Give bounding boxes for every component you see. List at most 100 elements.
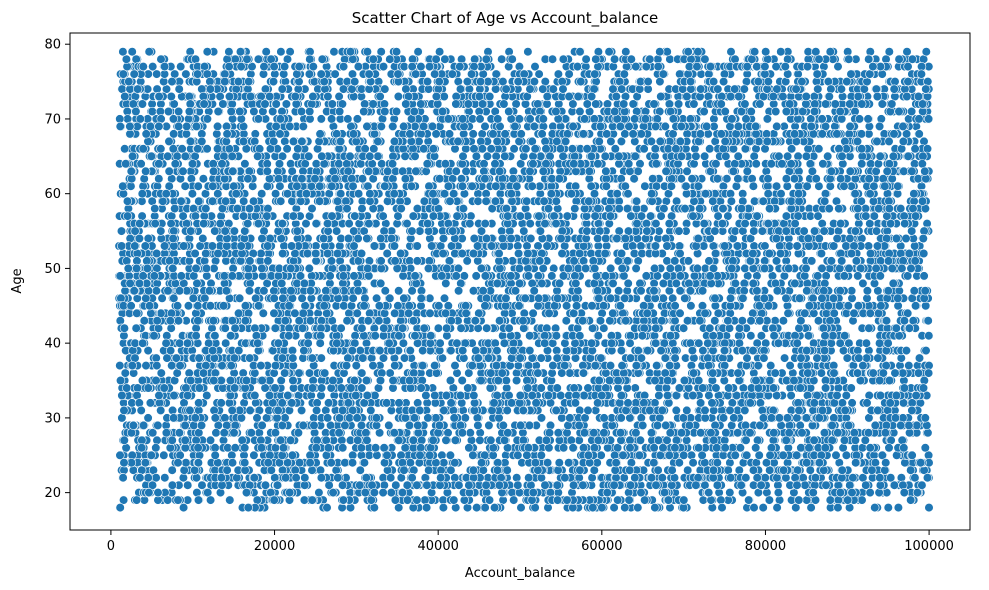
- data-point: [798, 473, 808, 483]
- chart-title: Scatter Chart of Age vs Account_balance: [352, 9, 658, 28]
- data-point: [781, 76, 791, 87]
- data-point: [439, 91, 449, 102]
- data-point: [451, 166, 461, 176]
- data-point: [810, 473, 821, 483]
- data-point: [547, 54, 558, 64]
- data-point: [778, 316, 789, 326]
- data-point: [772, 473, 782, 483]
- data-point: [390, 361, 400, 371]
- data-point: [829, 413, 839, 423]
- data-point: [345, 503, 356, 513]
- data-point: [516, 503, 526, 513]
- data-point: [921, 47, 931, 57]
- data-point: [396, 450, 406, 460]
- data-point: [268, 76, 279, 87]
- data-point: [307, 204, 317, 214]
- data-point: [658, 293, 668, 303]
- data-point: [914, 353, 925, 363]
- data-point: [902, 47, 912, 57]
- data-point: [207, 196, 218, 206]
- data-point: [768, 405, 778, 416]
- data-point: [475, 435, 485, 445]
- data-point: [301, 219, 311, 229]
- data-point: [183, 480, 193, 490]
- data-point: [163, 495, 173, 505]
- data-point: [391, 480, 401, 490]
- data-point: [813, 84, 823, 94]
- data-point: [156, 368, 166, 378]
- data-point: [480, 503, 490, 513]
- data-point: [636, 241, 646, 251]
- data-point: [413, 47, 423, 57]
- data-point: [831, 450, 841, 460]
- data-point: [716, 495, 726, 505]
- data-point: [858, 278, 868, 289]
- data-point: [796, 443, 806, 453]
- data-point: [210, 226, 220, 236]
- data-point: [632, 219, 642, 229]
- data-point: [215, 488, 226, 498]
- data-point: [435, 174, 445, 184]
- data-point: [570, 353, 581, 363]
- data-point: [451, 503, 461, 513]
- data-point: [589, 428, 599, 438]
- data-point: [136, 159, 146, 169]
- data-point: [424, 226, 434, 236]
- data-point: [910, 144, 920, 154]
- data-point: [833, 383, 844, 393]
- data-point: [776, 420, 786, 431]
- data-point: [143, 473, 153, 483]
- data-point: [692, 248, 703, 259]
- data-point: [840, 136, 850, 146]
- data-point: [732, 241, 743, 251]
- data-point: [120, 368, 130, 378]
- data-point: [650, 503, 660, 513]
- data-point: [558, 54, 569, 64]
- data-point: [334, 428, 344, 438]
- data-point: [352, 114, 363, 124]
- data-point: [639, 144, 649, 154]
- data-point: [671, 196, 682, 206]
- data-point: [297, 405, 307, 416]
- data-point: [143, 413, 153, 423]
- data-point: [186, 174, 196, 184]
- data-point: [631, 196, 642, 206]
- data-point: [744, 495, 754, 505]
- data-point: [183, 301, 194, 311]
- data-point: [814, 144, 824, 154]
- data-point: [240, 159, 250, 169]
- data-point: [167, 465, 177, 475]
- data-point: [357, 368, 367, 378]
- data-point: [468, 286, 479, 296]
- data-point: [344, 219, 354, 229]
- data-point: [386, 473, 396, 483]
- data-point: [689, 196, 699, 206]
- data-point: [649, 99, 659, 109]
- data-point: [115, 503, 125, 513]
- data-point: [876, 114, 886, 124]
- data-point: [466, 211, 476, 221]
- data-point: [682, 166, 692, 176]
- data-point: [683, 465, 693, 475]
- data-point: [220, 413, 230, 423]
- data-point: [179, 503, 189, 513]
- data-point: [699, 151, 710, 161]
- data-point: [386, 488, 396, 498]
- data-point: [528, 308, 538, 318]
- data-point: [452, 368, 462, 378]
- data-point: [286, 159, 296, 169]
- data-point: [378, 61, 389, 72]
- data-point: [160, 241, 170, 251]
- data-point: [239, 196, 249, 206]
- data-point: [682, 405, 692, 416]
- data-point: [249, 450, 259, 460]
- data-point: [759, 293, 769, 303]
- data-point: [388, 121, 398, 131]
- data-point: [416, 61, 426, 72]
- data-point: [316, 114, 326, 124]
- data-point: [614, 286, 624, 296]
- data-point: [447, 69, 457, 79]
- data-point: [764, 495, 775, 505]
